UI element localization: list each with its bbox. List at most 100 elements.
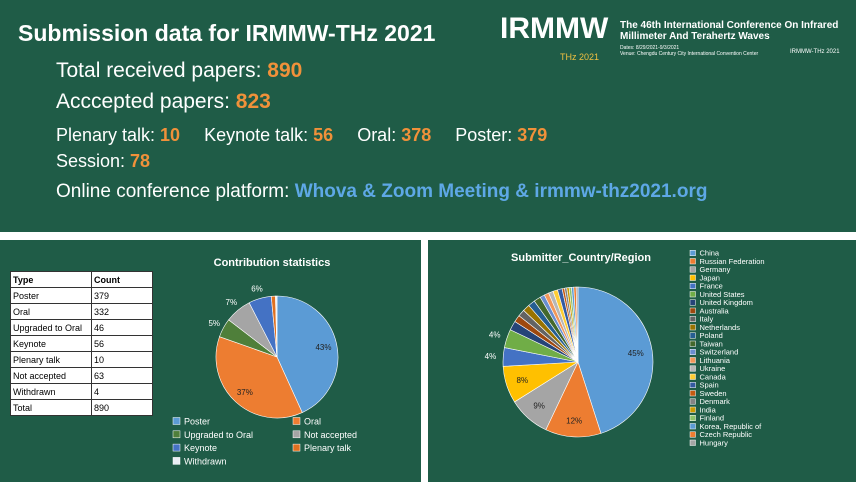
data-label: 5% bbox=[208, 319, 220, 328]
legend-swatch bbox=[689, 349, 696, 355]
legend-swatch bbox=[689, 340, 696, 347]
legend-swatch bbox=[172, 457, 181, 465]
label: Acccepted papers: bbox=[56, 90, 236, 113]
data-table: Type Count Poster 379 Oral 332 Upgraded to Ora… bbox=[10, 271, 153, 416]
table-body: Type Count Poster 379 Oral 332 Upgraded to Ora… bbox=[10, 271, 153, 416]
legend-label: Ukraine bbox=[700, 364, 726, 373]
legend-label: Italy bbox=[700, 315, 714, 324]
pie-slice bbox=[577, 286, 654, 434]
logo-line: The 46th International Conference On Inf… bbox=[620, 20, 839, 31]
legend-swatch bbox=[689, 382, 696, 388]
data-label: 37% bbox=[237, 388, 253, 397]
value: 56 bbox=[313, 125, 334, 145]
value: 378 bbox=[401, 125, 432, 145]
legend-label: Keynote bbox=[184, 443, 217, 453]
total-line: Total received papers: 890 bbox=[56, 59, 302, 83]
legend-swatch bbox=[689, 291, 696, 298]
legend-swatch bbox=[689, 250, 696, 256]
legend-swatch bbox=[689, 431, 696, 438]
label: Total received papers: bbox=[56, 59, 268, 82]
top-panel bbox=[0, 0, 856, 232]
value: Whova & Zoom Meeting & irmmw-thz2021.org bbox=[294, 181, 708, 202]
value: 823 bbox=[235, 90, 271, 113]
label: Session: bbox=[56, 151, 131, 171]
table-row: Poster 379 bbox=[10, 287, 153, 304]
pie-slice bbox=[276, 295, 339, 413]
legend-swatch bbox=[689, 373, 696, 380]
legend-swatch bbox=[172, 443, 181, 452]
data-label: 43% bbox=[315, 343, 331, 352]
value: 379 bbox=[517, 125, 548, 145]
value: 890 bbox=[267, 59, 303, 82]
legend-swatch bbox=[689, 365, 696, 372]
legend-swatch bbox=[689, 423, 696, 430]
legend-swatch bbox=[292, 430, 301, 439]
data-label: 7% bbox=[226, 298, 238, 307]
value: 10 bbox=[160, 125, 181, 145]
legend-label: China bbox=[700, 249, 720, 258]
legend-swatch bbox=[689, 406, 696, 413]
label: Online conference platform: bbox=[56, 181, 295, 202]
table-cell: 56 bbox=[91, 335, 153, 352]
legend-label: Germany bbox=[700, 265, 731, 274]
logo-line: Millimeter And Terahertz Waves bbox=[620, 31, 770, 42]
legend-swatch bbox=[689, 307, 696, 314]
legend-label: Poster bbox=[184, 417, 210, 427]
legend-label: Korea, Republic of bbox=[700, 422, 763, 431]
label: Oral: bbox=[357, 125, 402, 145]
legend-swatch bbox=[689, 274, 696, 281]
legend-label: France bbox=[700, 282, 723, 291]
label: Plenary talk: bbox=[56, 125, 161, 145]
label: Poster: bbox=[455, 125, 518, 145]
platform-line: Online conference platform: Whova & Zoom… bbox=[56, 181, 707, 203]
legend-label: Russian Federation bbox=[700, 257, 765, 266]
logo-name: IRMMW bbox=[500, 12, 609, 45]
legend-label: Denmark bbox=[700, 397, 731, 406]
legend-swatch bbox=[292, 417, 301, 425]
legend-label: Netherlands bbox=[700, 323, 741, 332]
legend-label: Australia bbox=[700, 306, 730, 315]
legend-label: Plenary talk bbox=[304, 443, 352, 453]
legend-swatch bbox=[689, 316, 696, 322]
legend-label: Taiwan bbox=[700, 339, 723, 348]
legend-swatch bbox=[689, 299, 696, 306]
logo-dates: Dates: 8/29/2021-9/3/2021 bbox=[620, 45, 680, 51]
legend-swatch bbox=[689, 324, 696, 331]
legend-label: Hungary bbox=[700, 438, 729, 447]
logo-venue: Venue: Chengdu Century City Internationa… bbox=[620, 51, 759, 57]
legend-swatch bbox=[689, 390, 696, 397]
legend-swatch bbox=[292, 443, 301, 452]
data-label: 6% bbox=[251, 284, 263, 293]
logo-sub: THz 2021 bbox=[560, 52, 600, 62]
chart-title: Submitter_Country/Region bbox=[511, 252, 651, 264]
value: 78 bbox=[130, 151, 151, 171]
pie-slice bbox=[575, 286, 579, 363]
pie-slice bbox=[275, 295, 278, 358]
legend-swatch bbox=[689, 266, 696, 273]
legend-swatch bbox=[689, 332, 696, 339]
data-label: 4% bbox=[485, 352, 497, 361]
legend-label: United States bbox=[700, 290, 745, 299]
data-label: 45% bbox=[628, 349, 644, 358]
table-row: Total 890 bbox=[10, 399, 153, 416]
legend-label: Lithuania bbox=[700, 356, 731, 365]
accepted-line: Acccepted papers: 823 bbox=[56, 90, 271, 114]
table-cell: 890 bbox=[91, 399, 153, 416]
data-label: 12% bbox=[566, 416, 582, 425]
data-label: 8% bbox=[517, 376, 529, 385]
legend-swatch bbox=[689, 357, 696, 364]
legend-label: Poland bbox=[700, 331, 723, 340]
title: Submission data for IRMMW-THz 2021 bbox=[18, 20, 436, 46]
table-row: Upgraded to Oral 46 bbox=[10, 319, 153, 336]
legend-swatch bbox=[689, 439, 696, 446]
table-row: Withdrawn 4 bbox=[10, 383, 153, 400]
label: Keynote talk: bbox=[204, 125, 314, 145]
legend-swatch bbox=[172, 417, 181, 425]
legend-swatch bbox=[172, 430, 181, 439]
legend-label: Czech Republic bbox=[700, 430, 753, 439]
session-line: Session: 78 bbox=[56, 151, 150, 172]
legend-label: Japan bbox=[700, 273, 720, 282]
legend-label: Oral bbox=[304, 417, 321, 427]
